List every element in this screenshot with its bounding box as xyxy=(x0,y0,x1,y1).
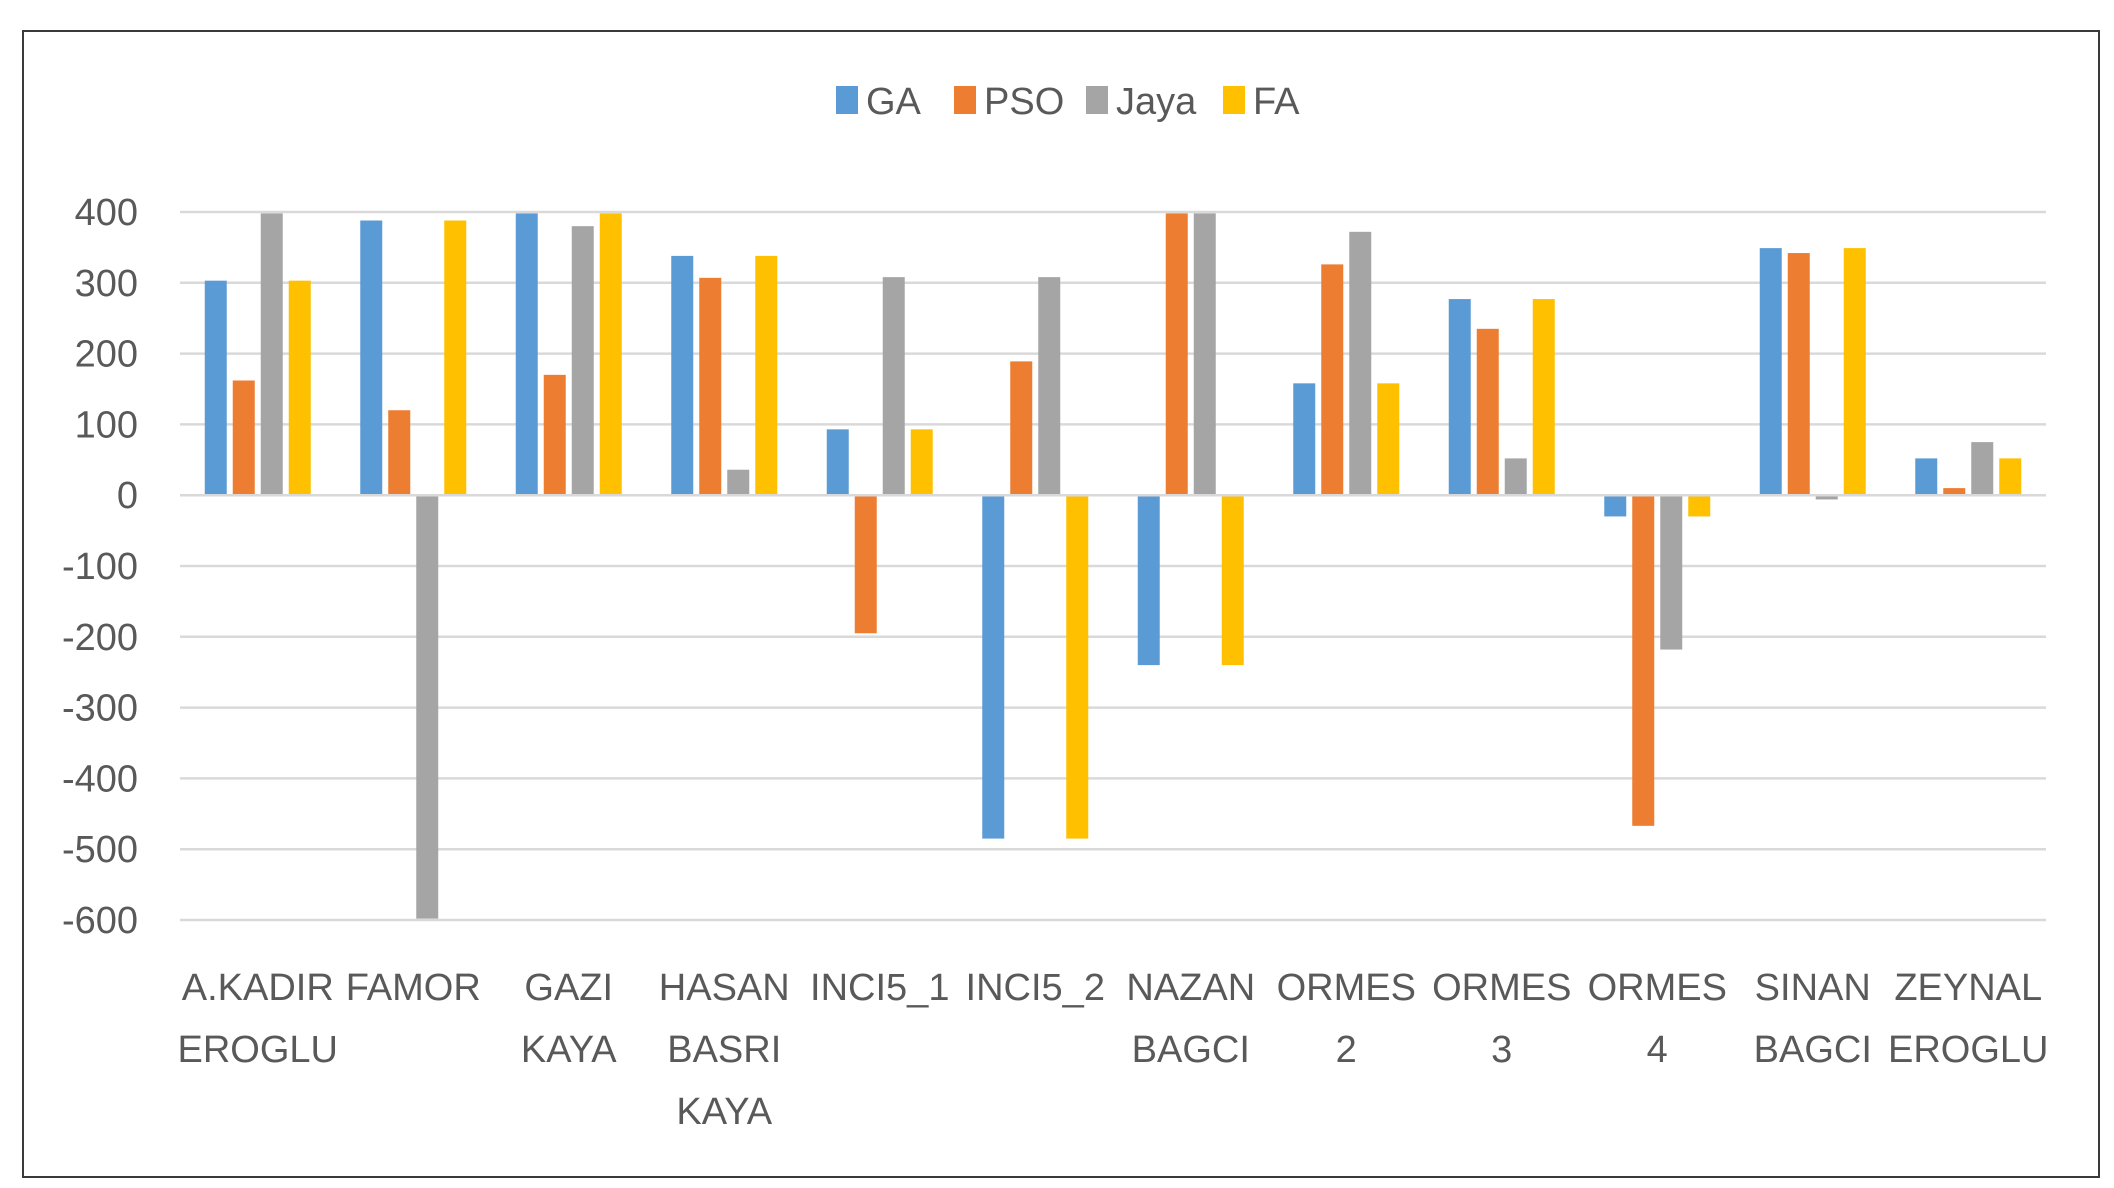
bar-pso xyxy=(543,374,566,496)
y-tick-label: -400 xyxy=(62,758,138,800)
bar-ga xyxy=(1604,495,1627,517)
y-axis: 400 300 200 100 0 -100 -200 -300 -400 -500 -600 xyxy=(62,192,138,942)
gridlines xyxy=(180,210,2046,922)
bar-jaya xyxy=(260,213,283,496)
x-tick-label: INCI5_1 xyxy=(810,967,949,1009)
legend-label-ga: GA xyxy=(866,81,922,123)
legend-swatch-pso xyxy=(954,86,976,114)
bar-fa xyxy=(599,213,622,496)
bar-pso xyxy=(1476,328,1499,496)
bar-pso xyxy=(699,277,722,496)
bar-jaya xyxy=(1038,277,1061,496)
bar-jaya xyxy=(1815,495,1838,500)
bar-fa xyxy=(1688,495,1711,517)
y-tick-label: 200 xyxy=(75,334,138,376)
bar-pso xyxy=(388,410,411,496)
x-tick-label: ORMES xyxy=(1277,967,1416,1009)
bar-jaya xyxy=(1349,231,1372,496)
bar-jaya xyxy=(1660,495,1683,650)
bar-pso xyxy=(1943,488,1966,496)
bar-jaya xyxy=(1193,213,1216,496)
bar-jaya xyxy=(727,469,750,496)
x-tick-label: 3 xyxy=(1491,1029,1512,1071)
x-tick-label: NAZAN xyxy=(1126,967,1255,1009)
x-tick-label: 2 xyxy=(1336,1029,1357,1071)
x-tick-label: EROGLU xyxy=(178,1029,338,1071)
bar-pso xyxy=(1787,253,1810,496)
y-tick-label: -200 xyxy=(62,617,138,659)
y-tick-label: -500 xyxy=(62,829,138,871)
bar-fa xyxy=(910,429,933,496)
bar-ga xyxy=(982,495,1005,839)
x-tick-label: HASAN xyxy=(659,967,790,1009)
bar-pso xyxy=(854,495,877,634)
x-tick-label: EROGLU xyxy=(1888,1029,2048,1071)
y-tick-label: -100 xyxy=(62,546,138,588)
x-tick-label: 4 xyxy=(1647,1029,1668,1071)
bars xyxy=(180,213,2046,919)
bar-ga xyxy=(360,220,383,496)
bar-fa xyxy=(1999,458,2022,496)
legend-swatch-fa xyxy=(1223,86,1245,114)
x-tick-label: FAMOR xyxy=(346,967,481,1009)
x-tick-label: ZEYNAL xyxy=(1894,967,2042,1009)
bar-jaya xyxy=(882,277,905,496)
y-tick-label: 100 xyxy=(75,404,138,446)
legend-label-pso: PSO xyxy=(984,81,1064,123)
legend-label-fa: FA xyxy=(1253,81,1300,123)
legend-swatch-ga xyxy=(836,86,858,114)
legend-label-jaya: Jaya xyxy=(1116,81,1197,123)
x-tick-label: SINAN xyxy=(1755,967,1871,1009)
x-tick-label: KAYA xyxy=(676,1091,772,1133)
bar-ga xyxy=(1759,248,1782,496)
bar-ga xyxy=(204,280,227,496)
bar-jaya xyxy=(571,226,594,496)
x-tick-label: ORMES xyxy=(1432,967,1571,1009)
bar-pso xyxy=(1010,361,1033,496)
bar-jaya xyxy=(1971,442,1994,496)
bar-fa xyxy=(755,255,778,496)
bar-pso xyxy=(1165,213,1188,496)
bar-pso xyxy=(232,380,255,496)
legend-swatch-jaya xyxy=(1086,86,1108,114)
bar-pso xyxy=(1632,495,1655,826)
bar-ga xyxy=(1915,458,1938,496)
bar-jaya xyxy=(416,495,439,919)
bar-pso xyxy=(1321,264,1344,496)
x-tick-label: BAGCI xyxy=(1754,1029,1872,1071)
y-tick-label: 400 xyxy=(75,192,138,234)
bar-fa xyxy=(444,220,467,496)
x-tick-label: A.KADIR xyxy=(182,967,334,1009)
bar-jaya xyxy=(1504,458,1527,496)
x-tick-label: BASRI xyxy=(667,1029,781,1071)
legend: GA PSO Jaya FA xyxy=(836,81,1300,123)
x-tick-label: GAZI xyxy=(524,967,613,1009)
x-tick-label: INCI5_2 xyxy=(966,967,1105,1009)
bar-fa xyxy=(1843,248,1866,496)
bar-ga xyxy=(826,429,849,496)
bar-fa xyxy=(1221,495,1244,666)
y-tick-label: -300 xyxy=(62,688,138,730)
bar-fa xyxy=(1532,299,1555,496)
bar-fa xyxy=(288,280,311,496)
bar-fa xyxy=(1377,383,1400,496)
bar-ga xyxy=(1137,495,1160,666)
y-tick-label: -600 xyxy=(62,900,138,942)
bar-ga xyxy=(1448,299,1471,496)
bar-ga xyxy=(671,255,694,496)
x-tick-label: BAGCI xyxy=(1132,1029,1250,1071)
bar-fa xyxy=(1066,495,1089,839)
y-tick-label: 300 xyxy=(75,263,138,305)
y-tick-label: 0 xyxy=(117,475,138,517)
bar-ga xyxy=(515,213,538,496)
bar-ga xyxy=(1293,383,1316,496)
x-tick-label: KAYA xyxy=(521,1029,617,1071)
x-tick-label: ORMES xyxy=(1588,967,1727,1009)
